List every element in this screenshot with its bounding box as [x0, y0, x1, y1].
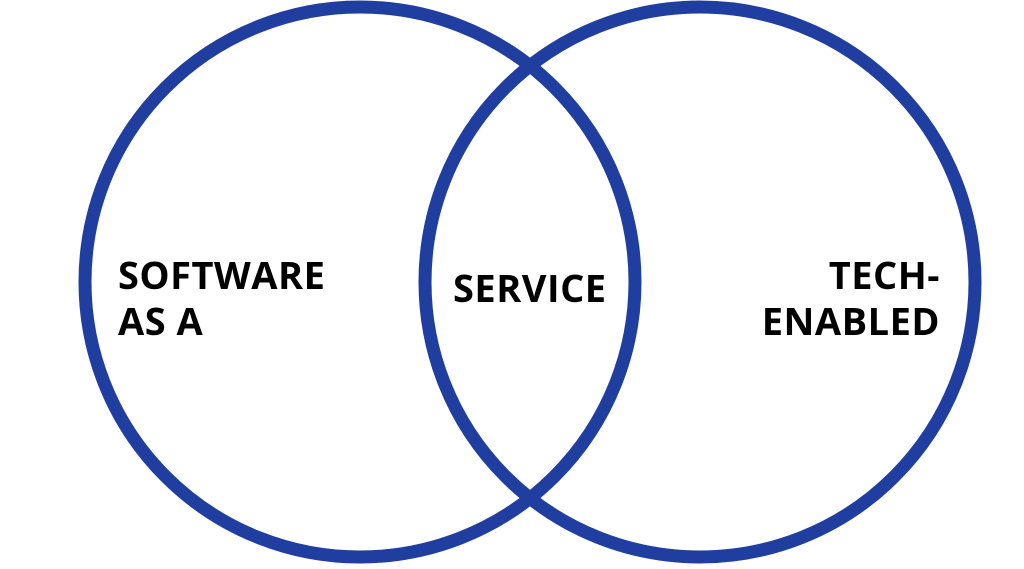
venn-label-right: TECH- ENABLED	[762, 253, 940, 344]
venn-label-center: SERVICE	[453, 266, 607, 312]
venn-label-left: SOFTWARE AS A	[118, 253, 325, 344]
venn-diagram: SOFTWARE AS A SERVICE TECH- ENABLED	[0, 0, 1024, 569]
